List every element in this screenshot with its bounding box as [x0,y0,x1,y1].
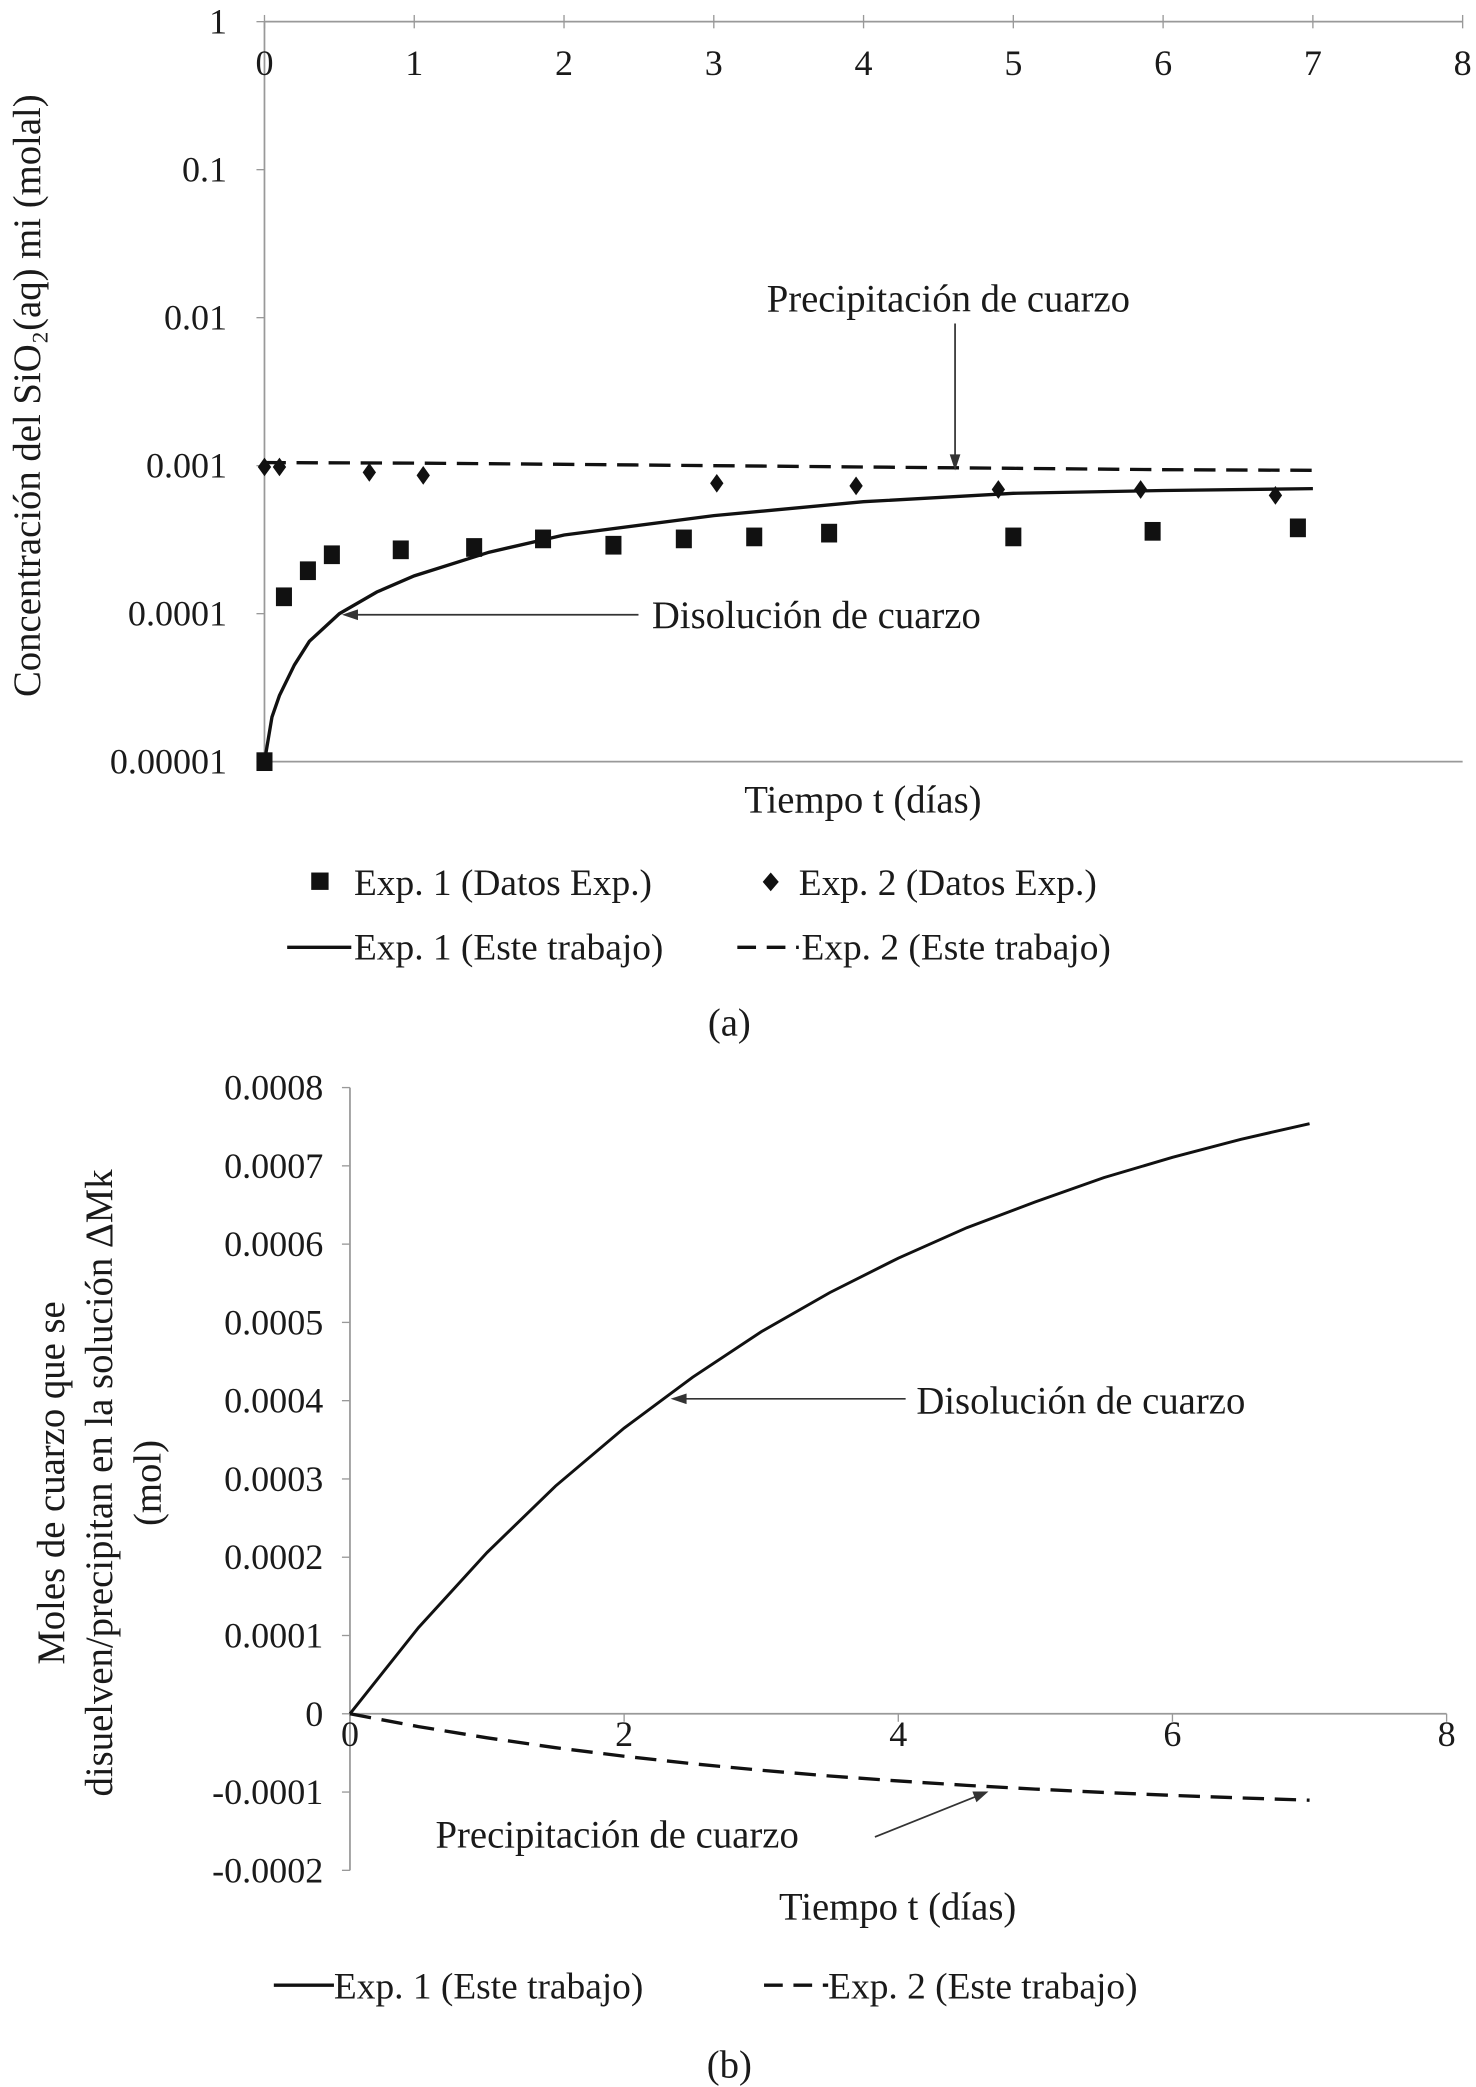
panel-b-label: (b) [707,2043,752,2086]
panel-a-point-exp2 [991,480,1006,499]
panel-a-y-tick-label: 0.1 [182,150,227,190]
panel-b-x-tick-label: 2 [615,1714,633,1754]
panel-a-point-exp2 [1133,480,1148,499]
panel-a-point-exp2 [1268,486,1283,505]
legend-label-exp1-data: Exp. 1 (Datos Exp.) [354,863,652,904]
panel-a-arrowhead-precipitation [949,454,961,471]
panel-a-xlabel: Tiempo t (días) [744,778,981,821]
panel-a-point-exp2 [416,466,430,485]
panel-a-point-exp2 [272,457,287,477]
panel-b-x-tick-label: 0 [341,1714,359,1754]
panel-a-y-tick-label: 0.001 [146,446,227,486]
panel-a-x-tick-label: 3 [705,43,723,83]
panel-a-label: (a) [708,1001,751,1044]
panel-a-point-exp1 [323,545,340,565]
panel-b-annotation-dissolution: Disolución de cuarzo [916,1380,1245,1423]
panel-a-point-exp2 [849,476,863,496]
panel-b-xlabel: Tiempo t (días) [779,1886,1016,1929]
panel-a-x-tick-label: 8 [1454,43,1472,83]
legend-marker-exp1-data [311,872,329,890]
panel-b-x-tick-label: 4 [889,1714,907,1754]
panel-a-x-tick-label: 6 [1154,43,1172,83]
panel-a-x-tick-label: 4 [855,43,873,83]
panel-a-point-exp1 [466,538,483,557]
panel-a-point-exp1 [1144,521,1161,541]
panel-a-point-exp1 [821,523,838,543]
panel-a-point-exp1 [675,529,692,549]
panel-a-line-exp2-model [264,460,1313,473]
panel-b-ylabel-line1: Moles de cuarzo que se [30,1301,73,1664]
panel-a-point-exp1 [256,752,273,772]
panel-b-x-tick-label: 6 [1163,1714,1181,1754]
panel-a-point-exp1 [1289,518,1306,538]
panel-b-arrowhead-dissolution [670,1393,687,1405]
panel-b-y-tick-label: 0.0008 [224,1068,323,1108]
panel-a-x-tick-label: 2 [555,43,573,83]
panel-b-arrowhead-precipitation [972,1791,989,1803]
panel-a-point-exp2 [257,457,272,477]
panel-a-point-exp1 [535,529,552,549]
panel-a-point-exp1 [605,535,622,555]
panel-b-y-tick-label: 0.0002 [224,1537,323,1577]
panel-b-y-tick-label: 0.0005 [224,1302,323,1342]
legend-label-exp1-model: Exp. 1 (Este trabajo) [354,927,663,968]
panel-a-point-exp1 [1005,527,1022,547]
legend-label-b-exp1: Exp. 1 (Este trabajo) [334,1967,643,2008]
panel-a-point-exp2 [362,463,376,482]
panel-b-y-tick-label: -0.0001 [212,1772,323,1812]
panel-a-arrowhead-dissolution [341,609,358,621]
panel-b-annotation-precipitation: Precipitación de cuarzo [435,1814,798,1857]
panel-b-line-exp2 [349,1712,1310,1802]
panel-a-y-tick-label: 0.01 [164,298,227,338]
panel-a-x-tick-label: 1 [405,43,423,83]
panel-b-x-tick-label: 8 [1438,1714,1456,1754]
panel-b-y-tick-label: 0 [305,1694,323,1734]
panel-b-y-tick-label: 0.0006 [224,1224,323,1264]
panel-b-y-tick-label: 0.0001 [224,1616,323,1656]
panel-a-line-exp1-model [262,486,1313,762]
panel-a-point-exp2 [710,473,724,493]
panel-a-point-exp1 [746,527,763,547]
panel-a-annotation-precipitation: Precipitación de cuarzo [767,278,1130,321]
panel-b-ylabel-line2: disuelven/precipitan en la solución ΔMk [78,1169,121,1797]
panel-b-y-tick-label: 0.0007 [224,1146,323,1186]
panel-a-x-tick-label: 5 [1004,43,1022,83]
panel-a-y-tick-label: 0.00001 [110,742,227,782]
legend-label-exp2-data: Exp. 2 (Datos Exp.) [799,863,1097,904]
panel-a-x-tick-label: 0 [255,43,273,83]
panel-a-ylabel: Concentración del SiO₂(aq) mi (molal) [6,94,49,697]
panel-a-y-tick-label: 0.0001 [128,594,227,634]
panel-a-annotation-dissolution: Disolución de cuarzo [652,594,981,637]
legend-marker-exp2-data [762,872,779,892]
panel-b-arrow-precipitation [874,1793,983,1838]
legend-label-b-exp2: Exp. 2 (Este trabajo) [828,1967,1137,2008]
panel-a-y-tick-label: 1 [209,2,227,42]
panel-a-point-exp1 [299,561,316,581]
panel-a-point-exp1 [275,587,292,607]
panel-b-y-tick-label: 0.0003 [224,1459,323,1499]
panel-b-y-tick-label: 0.0004 [224,1381,323,1421]
legend-label-exp2-model: Exp. 2 (Este trabajo) [801,927,1110,968]
panel-b-y-tick-label: -0.0002 [212,1850,323,1890]
panel-a-point-exp1 [392,540,409,560]
panel-b-ylabel-line3: (mol) [126,1440,169,1526]
panel-a-x-tick-label: 7 [1304,43,1322,83]
panel-b-line-exp1 [348,1122,1310,1715]
